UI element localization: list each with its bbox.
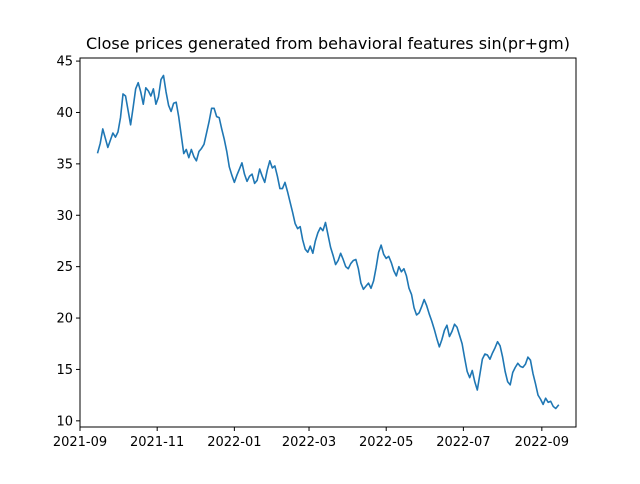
x-axis: 2021-09 2021-11 2022-01 2022-03 2022-05 2022-…	[53, 427, 569, 450]
y-tick-label-5: 35	[56, 157, 73, 172]
x-tick-label-1: 2021-11	[130, 435, 184, 450]
x-tick-label-5: 2022-07	[436, 435, 490, 450]
x-tick-label-4: 2022-05	[359, 435, 413, 450]
series-layer	[96, 74, 560, 410]
x-tick-label-2: 2022-01	[207, 435, 261, 450]
y-tick-label-2: 20	[56, 312, 73, 327]
y-tick-label-6: 40	[56, 106, 73, 121]
y-tick-label-0: 10	[56, 414, 73, 429]
y-tick-label-7: 45	[56, 55, 73, 70]
x-tick-label-6: 2022-09	[515, 435, 569, 450]
y-tick-label-1: 15	[56, 363, 73, 378]
x-tick-label-0: 2021-09	[53, 435, 107, 450]
y-tick-label-3: 25	[56, 260, 73, 275]
y-tick-label-4: 30	[56, 209, 73, 224]
chart-title: Close prices generated from behavioral f…	[86, 34, 570, 53]
series-line-0	[96, 74, 560, 410]
x-tick-label-3: 2022-03	[282, 435, 336, 450]
plot-area-frame	[79, 57, 577, 428]
y-axis: 10 15 20 25 30 35 40 45	[56, 55, 80, 429]
